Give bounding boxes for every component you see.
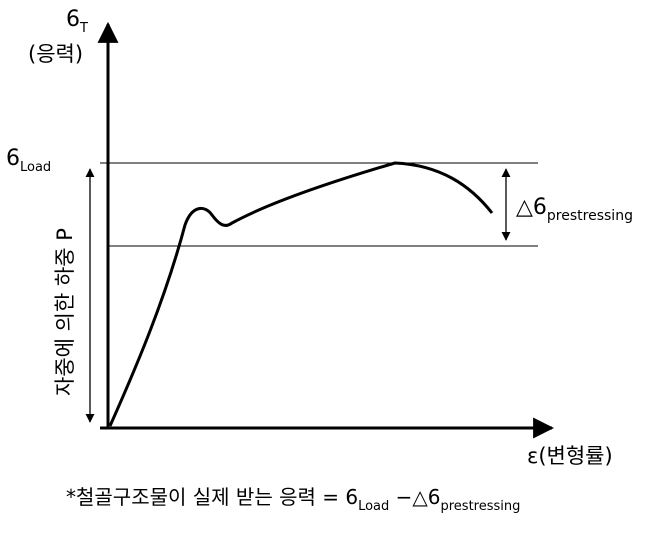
load-level-label: 6Load [6,146,51,175]
y-axis-symbol: 6T [66,7,88,36]
y-axis-label: (응력) [28,42,83,66]
footnote: *철골구조물이 실제 받는 응력 = 6Load −△6prestressing [66,485,520,514]
delta-prestressing-label: △6prestressing [516,195,633,224]
x-axis-label: ε(변형률) [527,444,613,468]
load-p-label: 자중에 의한 하중 P [53,228,77,396]
stress-strain-curve [108,161,494,427]
